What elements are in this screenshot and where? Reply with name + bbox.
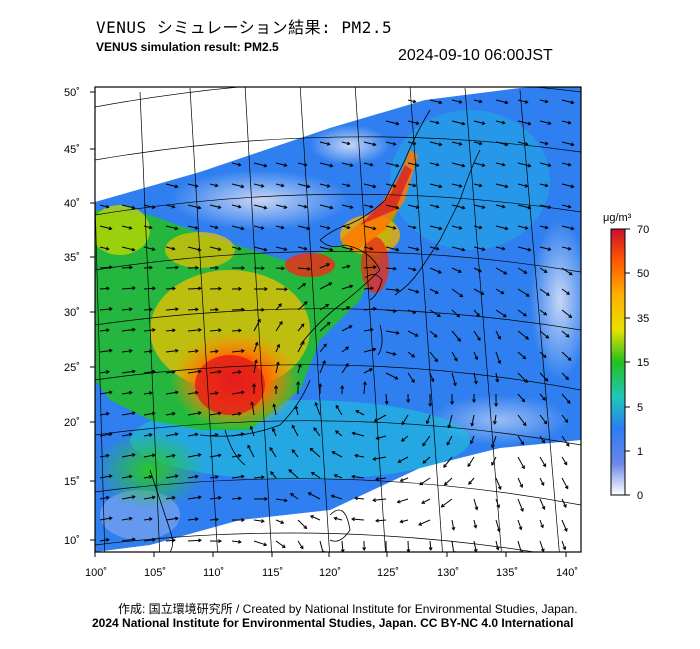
lat-label-10: 10˚ (64, 535, 80, 547)
colorbar-tick-1: 1 (637, 446, 643, 458)
title-english: VENUS simulation result: PM2.5 (96, 40, 279, 54)
title-japanese: VENUS シミュレーション結果: PM2.5 (96, 18, 393, 37)
colorbar-tick-50: 50 (637, 268, 649, 280)
lon-label-135: 135˚ (496, 567, 518, 579)
wind-vectors (99, 99, 575, 552)
colorbar-tick-5: 5 (637, 402, 643, 414)
lon-label-110: 110˚ (203, 567, 224, 579)
lon-ticks (94, 552, 567, 557)
map-frame (94, 86, 582, 553)
forecast-timestamp: 2024-09-10 06:00JST (398, 47, 553, 64)
lon-label-105: 105˚ (144, 567, 166, 579)
graticule (95, 87, 581, 552)
lat-label-50: 50˚ (64, 87, 80, 99)
colorbar-tick-35: 35 (637, 313, 649, 325)
lat-label-35: 35˚ (64, 252, 80, 264)
lon-label-130: 130˚ (437, 567, 459, 579)
colorbar-tick-0: 0 (637, 490, 643, 502)
colorbar-tick-70: 70 (637, 224, 649, 236)
lat-label-45: 45˚ (64, 144, 80, 156)
credit-line-creator: 作成: 国立環境研究所 / Created by National Instit… (118, 602, 578, 616)
lon-label-120: 120˚ (319, 567, 341, 579)
credit-line-license: 2024 National Institute for Environmenta… (92, 616, 574, 630)
pm25-map: 50˚ 45˚ 40˚ 35˚ 30˚ 25˚ 20˚ 15˚ 10˚ 100˚… (64, 86, 649, 579)
lat-label-25: 25˚ (64, 362, 80, 374)
lon-label-100: 100˚ (85, 567, 107, 579)
lon-label-115: 115˚ (262, 567, 283, 579)
colorbar-scale (610, 228, 626, 496)
colorbar: μg/m³ 70 50 35 15 5 1 0 (603, 212, 649, 502)
lat-label-30: 30˚ (64, 307, 80, 319)
colorbar-unit: μg/m³ (603, 212, 632, 224)
lat-ticks (90, 91, 95, 541)
lat-label-15: 15˚ (64, 476, 80, 488)
lat-label-20: 20˚ (64, 417, 80, 429)
coastlines (149, 109, 481, 552)
colorbar-tick-15: 15 (637, 357, 649, 369)
lon-label-125: 125˚ (377, 567, 399, 579)
lat-label-40: 40˚ (64, 198, 80, 210)
lon-label-140: 140˚ (556, 567, 578, 579)
